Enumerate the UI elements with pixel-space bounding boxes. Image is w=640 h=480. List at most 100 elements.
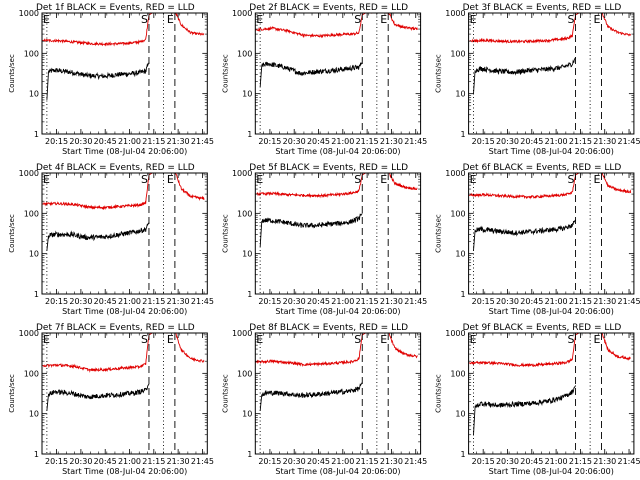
plot-area bbox=[255, 173, 418, 247]
x-tick-label: 21:30 bbox=[167, 297, 190, 306]
x-tick-label: 21:45 bbox=[618, 297, 640, 306]
x-tick-label: 20:45 bbox=[520, 457, 543, 466]
y-tick-label: 10 bbox=[455, 90, 465, 99]
x-tick-label: 20:45 bbox=[520, 297, 543, 306]
y-axis-label: Counts/sec bbox=[221, 374, 229, 413]
x-tick-label: 21:00 bbox=[118, 457, 141, 466]
x-tick-label: 20:15 bbox=[258, 457, 281, 466]
y-axis-label: Counts/sec bbox=[435, 214, 443, 253]
x-tick-label: 20:15 bbox=[472, 137, 495, 146]
panel-title: Det 7f BLACK = Events, RED = LLD bbox=[36, 323, 195, 333]
x-tick-label: 21:30 bbox=[593, 297, 616, 306]
y-tick-label: 100 bbox=[24, 49, 39, 58]
x-tick-label: 21:30 bbox=[167, 457, 190, 466]
y-tick-label: 10 bbox=[29, 90, 39, 99]
lld-series-line bbox=[255, 173, 418, 199]
y-tick-label: 1000 bbox=[445, 329, 465, 338]
x-tick-label: 20:15 bbox=[45, 457, 68, 466]
x-tick-label: 21:15 bbox=[569, 457, 592, 466]
x-tick-label: 21:00 bbox=[331, 297, 354, 306]
x-tick-label: 20:30 bbox=[283, 137, 306, 146]
x-tick-label: 20:30 bbox=[283, 457, 306, 466]
y-axis-label: Counts/sec bbox=[435, 374, 443, 413]
marker-label: S bbox=[354, 333, 361, 346]
y-tick-label: 10 bbox=[29, 410, 39, 419]
axes-frame bbox=[41, 332, 208, 455]
y-tick-label: 100 bbox=[450, 49, 465, 58]
x-tick-label: 20:30 bbox=[496, 137, 519, 146]
y-tick-label: 100 bbox=[450, 209, 465, 218]
plot-area bbox=[468, 333, 631, 435]
x-tick-label: 20:45 bbox=[520, 137, 543, 146]
panel-title: Det 4f BLACK = Events, RED = LLD bbox=[36, 163, 195, 173]
y-tick-label: 100 bbox=[24, 209, 39, 218]
x-axis-label: Start Time (08-Jul-04 20:06:00) bbox=[62, 307, 187, 316]
x-tick-label: 21:15 bbox=[356, 457, 379, 466]
axes-frame bbox=[468, 332, 635, 455]
x-tick-label: 21:00 bbox=[545, 297, 568, 306]
panel-title: Det 3f BLACK = Events, RED = LLD bbox=[463, 3, 622, 13]
y-tick-label: 100 bbox=[24, 369, 39, 378]
x-axis-label: Start Time (08-Jul-04 20:06:00) bbox=[489, 307, 614, 316]
x-tick-label: 20:45 bbox=[94, 137, 117, 146]
corner-label: E bbox=[470, 173, 477, 186]
x-axis-label: Start Time (08-Jul-04 20:06:00) bbox=[275, 147, 400, 156]
lld-series-line bbox=[468, 173, 632, 200]
x-tick-label: 21:45 bbox=[618, 137, 640, 146]
panel-title: Det 6f BLACK = Events, RED = LLD bbox=[463, 163, 622, 173]
events-series-line bbox=[473, 219, 576, 251]
events-series-line bbox=[46, 222, 150, 251]
plot-area bbox=[468, 173, 632, 251]
x-tick-label: 20:15 bbox=[258, 137, 281, 146]
x-tick-label: 21:30 bbox=[593, 137, 616, 146]
y-tick-label: 100 bbox=[450, 369, 465, 378]
x-tick-label: 20:45 bbox=[94, 457, 117, 466]
corner-label: E bbox=[43, 13, 50, 26]
y-tick-label: 1000 bbox=[445, 9, 465, 18]
plot-area bbox=[255, 333, 418, 411]
x-axis-label: Start Time (08-Jul-04 20:06:00) bbox=[489, 147, 614, 156]
y-tick-label: 1 bbox=[34, 290, 39, 299]
x-tick-label: 21:45 bbox=[191, 297, 214, 306]
x-axis-label: Start Time (08-Jul-04 20:06:00) bbox=[62, 147, 187, 156]
x-tick-label: 20:30 bbox=[283, 297, 306, 306]
events-series-line bbox=[259, 382, 363, 411]
marker-label: E bbox=[380, 13, 387, 26]
y-tick-label: 1 bbox=[247, 130, 252, 139]
y-axis-label: Counts/sec bbox=[435, 54, 443, 93]
x-tick-label: 21:30 bbox=[380, 137, 403, 146]
lld-series-line bbox=[255, 333, 418, 368]
lld-series-line bbox=[255, 13, 418, 39]
marker-label: S bbox=[568, 333, 575, 346]
marker-label: E bbox=[167, 333, 174, 346]
y-tick-label: 1000 bbox=[19, 9, 39, 18]
marker-label: E bbox=[593, 333, 600, 346]
marker-label: E bbox=[380, 173, 387, 186]
x-tick-label: 21:00 bbox=[331, 457, 354, 466]
panel-title: Det 8f BLACK = Events, RED = LLD bbox=[249, 323, 408, 333]
x-tick-label: 21:45 bbox=[191, 457, 214, 466]
x-tick-label: 21:00 bbox=[545, 457, 568, 466]
y-tick-label: 1000 bbox=[445, 169, 465, 178]
x-axis-label: Start Time (08-Jul-04 20:06:00) bbox=[489, 467, 614, 476]
x-tick-label: 21:45 bbox=[404, 297, 427, 306]
panel-title: Det 9f BLACK = Events, RED = LLD bbox=[463, 323, 622, 333]
axes-frame bbox=[468, 12, 635, 135]
events-series-line bbox=[259, 213, 363, 247]
x-tick-label: 21:30 bbox=[167, 137, 190, 146]
x-tick-label: 21:15 bbox=[142, 457, 165, 466]
x-tick-label: 21:00 bbox=[118, 137, 141, 146]
y-tick-label: 1000 bbox=[232, 329, 252, 338]
x-tick-label: 20:15 bbox=[258, 297, 281, 306]
marker-label: S bbox=[354, 173, 361, 186]
x-tick-label: 21:15 bbox=[569, 297, 592, 306]
x-tick-label: 21:45 bbox=[404, 457, 427, 466]
lld-series-line bbox=[468, 333, 631, 368]
x-tick-label: 21:45 bbox=[404, 137, 427, 146]
